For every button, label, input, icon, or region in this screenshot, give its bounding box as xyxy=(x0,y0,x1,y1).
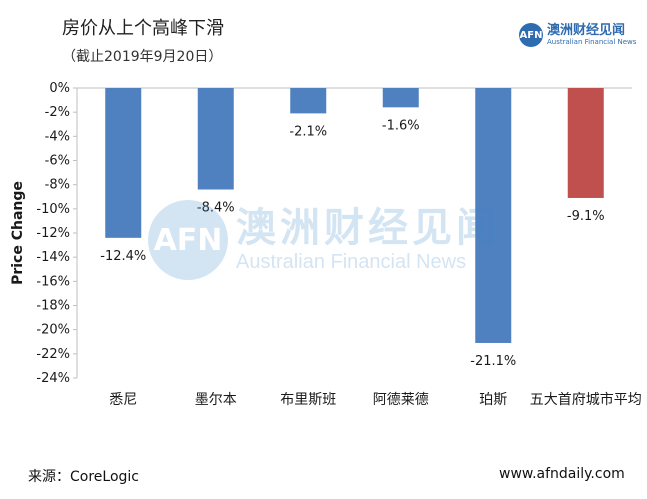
category-label: 珀斯 xyxy=(479,392,507,408)
data-label: -9.1% xyxy=(567,209,605,224)
afn-logo-icon: AFN xyxy=(519,23,543,47)
chart-subtitle: （截止2019年9月20日） xyxy=(62,49,223,65)
chart-title: 房价从上个高峰下滑 xyxy=(62,18,224,39)
category-label: 墨尔本 xyxy=(195,392,237,408)
bar xyxy=(105,88,142,238)
y-tick-label: -18% xyxy=(36,299,70,314)
site-url: www.afndaily.com xyxy=(499,466,625,482)
y-tick-label: -22% xyxy=(36,347,70,362)
y-tick-label: -2% xyxy=(45,105,70,120)
category-label: 五大首府城市平均 xyxy=(530,391,642,408)
bar xyxy=(382,88,419,108)
source-note: 来源：CoreLogic xyxy=(28,469,139,485)
y-tick-label: -8% xyxy=(45,178,70,193)
data-label: -2.1% xyxy=(289,124,327,139)
data-label: -8.4% xyxy=(197,201,235,216)
brand-name-cn: 澳洲财经见闻 xyxy=(547,22,626,38)
bar xyxy=(567,88,604,198)
data-label: -12.4% xyxy=(100,249,146,264)
category-label: 悉尼 xyxy=(109,392,137,408)
bar xyxy=(197,88,234,190)
y-tick-label: -6% xyxy=(45,154,70,169)
category-label: 布里斯班 xyxy=(280,392,336,408)
bar xyxy=(475,88,512,343)
y-tick-label: -10% xyxy=(36,202,70,217)
y-tick-label: -24% xyxy=(36,371,70,386)
y-tick-label: 0% xyxy=(49,81,70,96)
y-tick-label: -16% xyxy=(36,274,70,289)
y-tick-label: -20% xyxy=(36,323,70,338)
data-label: -1.6% xyxy=(382,118,420,133)
brand-name-en: Australian Financial News xyxy=(547,37,637,46)
brand-logo: AFN 澳洲财经见闻 Australian Financial News xyxy=(519,23,636,47)
y-tick-label: -12% xyxy=(36,226,70,241)
bar xyxy=(290,88,327,114)
category-label: 阿德莱德 xyxy=(373,392,429,408)
y-tick-label: -4% xyxy=(45,129,70,144)
y-tick-label: -14% xyxy=(36,250,70,265)
data-label: -21.1% xyxy=(470,354,516,369)
y-axis-label: Price Change xyxy=(10,181,26,285)
